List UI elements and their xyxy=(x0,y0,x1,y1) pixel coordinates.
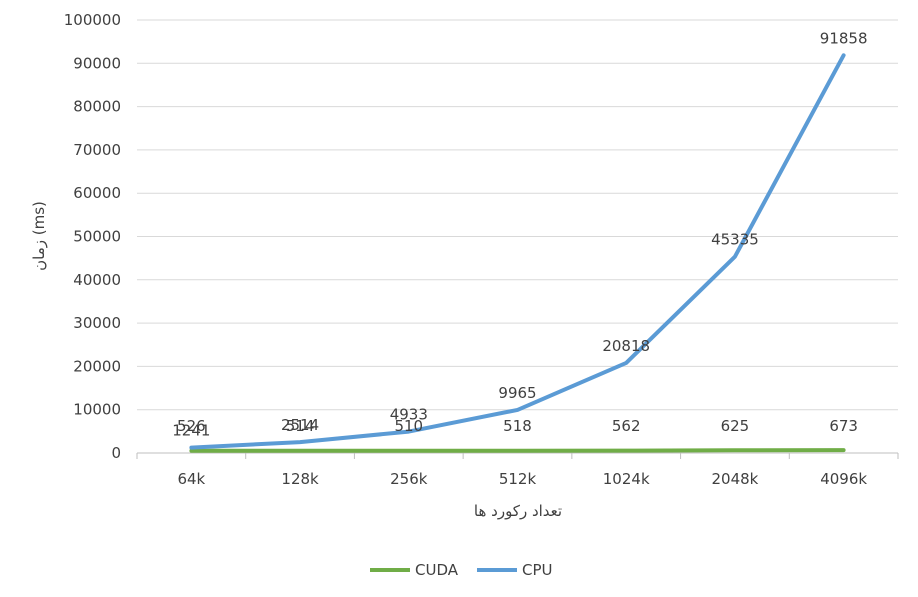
x-tick-label: 4096k xyxy=(820,470,867,488)
y-tick-label: 30000 xyxy=(73,314,121,332)
gridlines xyxy=(136,19,899,459)
data-label-cuda: 518 xyxy=(503,417,532,435)
data-label-cuda: 562 xyxy=(612,417,641,435)
data-label-cpu: 9965 xyxy=(498,384,536,402)
x-axis-title: تعداد رکورد ها xyxy=(474,502,562,520)
y-tick-label: 60000 xyxy=(73,184,121,202)
x-tick-label: 1024k xyxy=(603,470,650,488)
data-label-cuda: 510 xyxy=(394,417,423,435)
data-label-cuda: 514 xyxy=(286,417,315,435)
y-tick-label: 80000 xyxy=(73,98,121,116)
x-tick-label: 64k xyxy=(177,470,205,488)
data-label-cuda: 526 xyxy=(177,417,206,435)
y-axis-title: زمان (ms) xyxy=(30,201,48,271)
legend-label-cuda: CUDA xyxy=(415,561,459,579)
x-tick-label: 128k xyxy=(281,470,319,488)
data-label-cpu: 45335 xyxy=(711,231,759,249)
x-tick-labels: 64k 128k 256k 512k 1024k 2048k 4096k xyxy=(177,470,867,488)
y-tick-label: 90000 xyxy=(73,54,121,72)
data-label-cuda: 625 xyxy=(721,417,750,435)
y-tick-label: 50000 xyxy=(73,228,121,246)
data-label-cpu: 1241 xyxy=(172,422,210,440)
series-lines xyxy=(189,53,846,453)
series-line-cpu xyxy=(189,53,846,450)
y-tick-label: 70000 xyxy=(73,141,121,159)
y-tick-label: 20000 xyxy=(73,357,121,375)
y-tick-label: 10000 xyxy=(73,401,121,419)
series-line-cuda xyxy=(189,448,846,453)
x-tick-label: 512k xyxy=(499,470,537,488)
legend-label-cpu: CPU xyxy=(522,561,553,579)
data-label-cpu: 91858 xyxy=(820,29,868,47)
legend: CUDA CPU xyxy=(370,561,553,579)
y-tick-label: 0 xyxy=(111,444,121,462)
data-label-cuda: 673 xyxy=(829,417,858,435)
data-label-cpu: 2514 xyxy=(281,416,319,434)
y-tick-labels: 0 10000 20000 30000 40000 50000 60000 70000 8000… xyxy=(64,11,121,462)
data-label-cpu: 20818 xyxy=(602,337,650,355)
data-label-cpu: 4933 xyxy=(390,406,428,424)
data-labels: 526 514 510 518 562 625 673 1241 2514 4933 9965 208… xyxy=(172,29,867,439)
y-tick-label: 40000 xyxy=(73,271,121,289)
x-tick-label: 2048k xyxy=(711,470,758,488)
x-tick-label: 256k xyxy=(390,470,428,488)
y-tick-label: 100000 xyxy=(64,11,121,29)
